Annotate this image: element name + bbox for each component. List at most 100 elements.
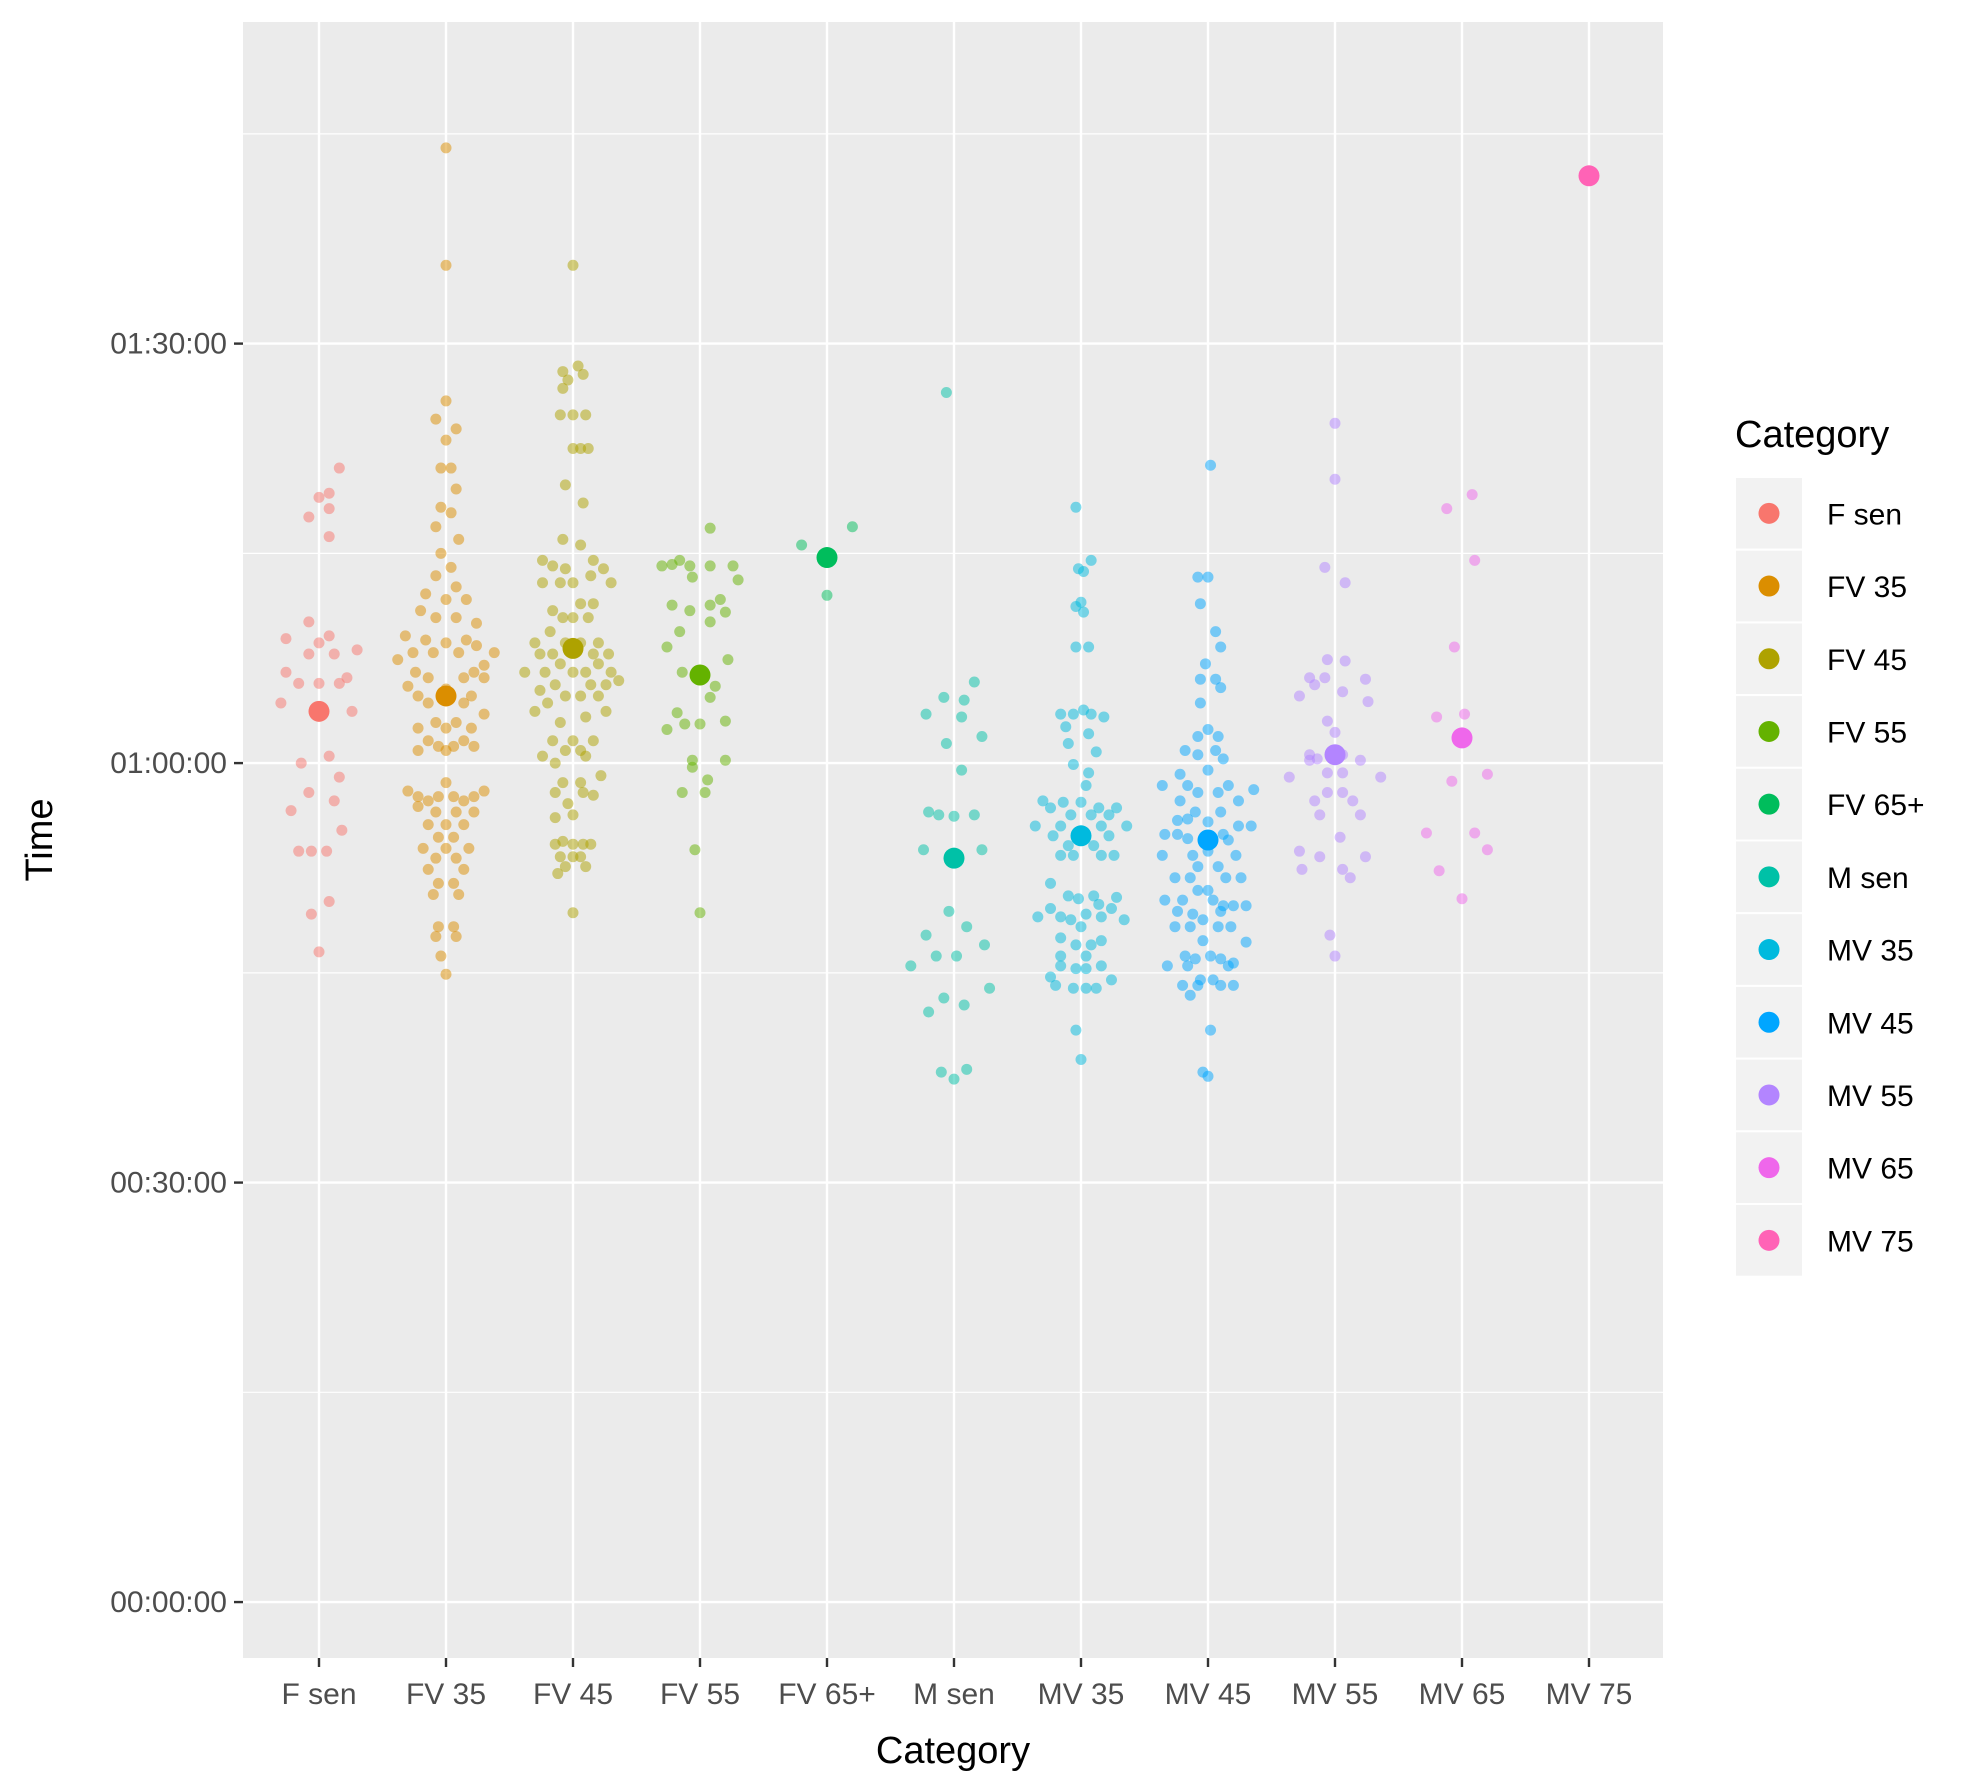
data-point: [1067, 849, 1079, 861]
data-point: [557, 612, 569, 624]
data-point: [1212, 861, 1224, 873]
data-point: [336, 824, 348, 836]
data-point: [529, 637, 541, 649]
data-point: [1329, 726, 1341, 738]
legend-label: FV 45: [1827, 644, 1907, 677]
data-point: [714, 593, 726, 605]
legend-label: MV 75: [1827, 1225, 1914, 1258]
data-point: [1075, 596, 1087, 608]
data-point: [1065, 914, 1077, 926]
data-point: [1045, 877, 1057, 889]
data-point: [1105, 903, 1117, 915]
data-point: [719, 606, 731, 618]
data-point: [453, 533, 465, 545]
legend: Category F sen FV 35 FV 45 FV 55 FV 65+ M sen…: [1734, 414, 1925, 1278]
data-point: [1095, 960, 1107, 972]
data-point: [1169, 921, 1181, 933]
data-point: [549, 812, 561, 824]
data-point: [976, 731, 988, 743]
data-point: [1329, 950, 1341, 962]
data-point: [422, 863, 434, 875]
data-point: [702, 774, 714, 786]
data-point: [460, 634, 472, 646]
data-point: [1045, 971, 1057, 983]
data-point: [554, 577, 566, 589]
data-point: [313, 946, 325, 958]
data-point: [1205, 459, 1217, 471]
data-point: [450, 612, 462, 624]
data-point: [732, 574, 744, 586]
data-point: [567, 809, 579, 821]
data-point: [448, 791, 460, 803]
data-point: [430, 806, 442, 818]
data-point: [567, 851, 579, 863]
data-point: [450, 483, 462, 495]
data-point: [1202, 816, 1214, 828]
data-point: [468, 740, 480, 752]
data-point: [1459, 708, 1471, 720]
data-point: [961, 921, 973, 933]
data-point: [303, 511, 315, 523]
data-point: [661, 641, 673, 653]
data-point: [1245, 820, 1257, 832]
data-point: [719, 754, 731, 766]
data-point: [554, 851, 566, 863]
data-point: [1090, 982, 1102, 994]
data-point: [940, 738, 952, 750]
data-point: [1055, 911, 1067, 923]
data-point: [1169, 872, 1181, 884]
mean-point: [1197, 829, 1219, 851]
data-point: [333, 677, 345, 689]
data-point: [323, 503, 335, 515]
data-point: [585, 570, 597, 582]
data-point: [1080, 779, 1092, 791]
data-point: [1215, 806, 1227, 818]
data-point: [1192, 571, 1204, 583]
data-point: [796, 539, 808, 551]
data-point: [1207, 974, 1219, 986]
data-point: [709, 680, 721, 692]
legend-swatch: [1758, 1157, 1780, 1179]
data-point: [1192, 749, 1204, 761]
data-point: [1309, 795, 1321, 807]
data-point: [539, 666, 551, 678]
data-point: [1029, 820, 1041, 832]
data-point: [1090, 746, 1102, 758]
data-point: [1070, 939, 1082, 951]
data-point: [1111, 802, 1123, 814]
data-point: [430, 930, 442, 942]
data-point: [1337, 863, 1349, 875]
x-tick-label: FV 35: [406, 1678, 486, 1711]
data-point: [557, 777, 569, 789]
data-point: [1235, 872, 1247, 884]
data-point: [603, 648, 615, 660]
data-point: [595, 770, 607, 782]
data-point: [1202, 1070, 1214, 1082]
data-point: [313, 491, 325, 503]
data-point: [392, 654, 404, 666]
data-point: [432, 791, 444, 803]
data-point: [1078, 606, 1090, 618]
data-point: [1085, 809, 1097, 821]
data-point: [478, 785, 490, 797]
data-point: [722, 654, 734, 666]
data-point: [567, 666, 579, 678]
data-point: [605, 577, 617, 589]
data-point: [1156, 779, 1168, 791]
data-point: [453, 647, 465, 659]
data-point: [567, 442, 579, 454]
data-point: [559, 745, 571, 757]
data-point: [445, 561, 457, 573]
data-point: [303, 786, 315, 798]
x-tick-label: MV 45: [1165, 1678, 1252, 1711]
data-point: [846, 521, 858, 533]
data-point: [582, 612, 594, 624]
data-point: [592, 658, 604, 670]
data-point: [305, 908, 317, 920]
x-tick-label: FV 55: [660, 1678, 740, 1711]
legend-swatch: [1758, 1011, 1780, 1033]
data-point: [1202, 571, 1214, 583]
data-point: [1314, 809, 1326, 821]
data-point: [333, 462, 345, 474]
legend-swatch: [1758, 720, 1780, 742]
